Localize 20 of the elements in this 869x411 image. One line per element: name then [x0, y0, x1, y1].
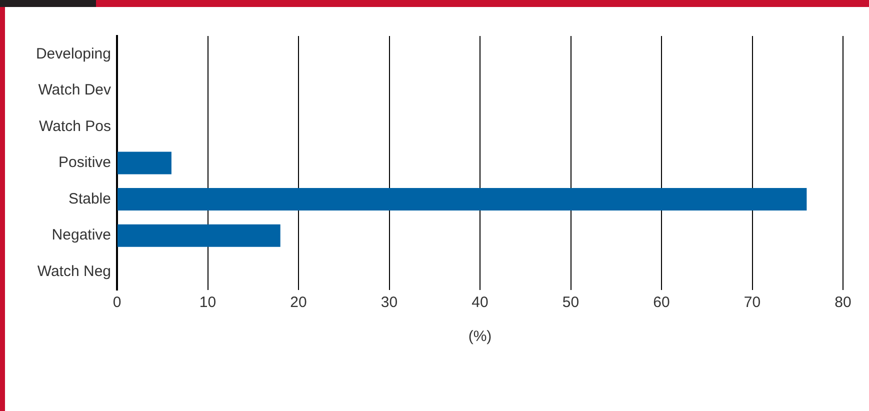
x-axis-title: (%)	[468, 328, 492, 346]
bar	[118, 224, 280, 247]
x-tick-label: 50	[562, 294, 580, 312]
y-tick-label: Watch Pos	[39, 118, 111, 135]
x-tick-label: 20	[290, 294, 307, 312]
bar	[118, 188, 807, 211]
y-tick-label: Developing	[36, 45, 111, 62]
x-tick-label: 30	[380, 294, 398, 312]
y-tick-label: Stable	[68, 190, 111, 208]
x-tick-label: 70	[744, 294, 761, 312]
x-tick-label: 60	[653, 294, 670, 312]
x-tick-label: 40	[472, 294, 488, 312]
x-tick-label: 0	[112, 294, 122, 312]
y-tick-label: Watch Neg	[37, 263, 111, 280]
x-tick-label: 10	[199, 294, 216, 312]
bar	[118, 152, 172, 174]
y-tick-label: Negative	[52, 226, 111, 244]
y-tick-label: Positive	[58, 154, 111, 172]
y-tick-label: Watch Dev	[38, 82, 112, 99]
x-tick-label: 80	[834, 294, 852, 312]
